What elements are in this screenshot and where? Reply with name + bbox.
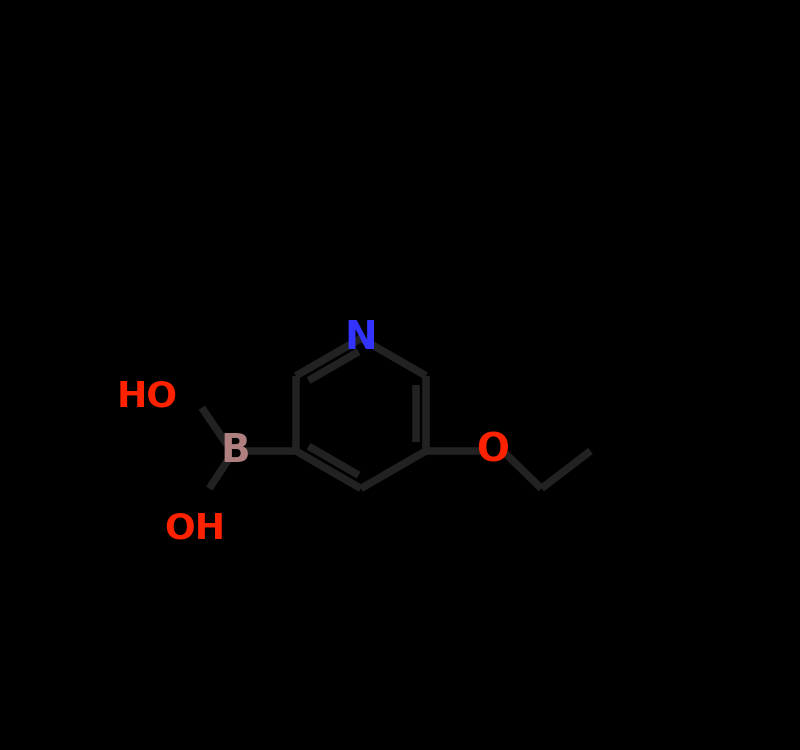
Text: HO: HO bbox=[116, 379, 178, 413]
Text: N: N bbox=[345, 320, 378, 357]
Text: O: O bbox=[476, 432, 509, 470]
Text: OH: OH bbox=[164, 512, 226, 545]
Text: B: B bbox=[221, 432, 250, 470]
